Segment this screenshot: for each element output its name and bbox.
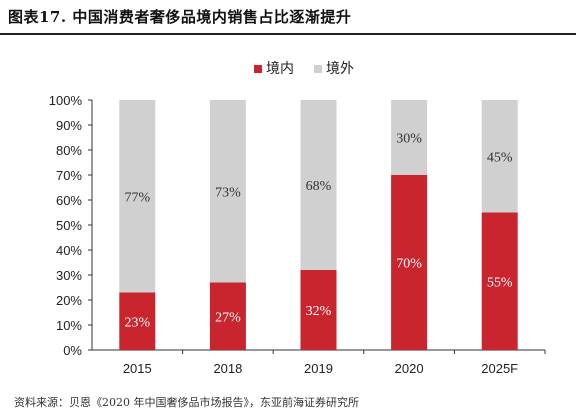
y-tick-label: 70% bbox=[56, 168, 82, 183]
legend-label-1: 境外 bbox=[326, 61, 354, 77]
data-label-domestic-2025F: 55% bbox=[487, 275, 513, 290]
data-label-overseas-2020: 30% bbox=[396, 132, 422, 147]
data-label-overseas-2019: 68% bbox=[306, 179, 332, 194]
legend-swatch-1 bbox=[314, 65, 322, 73]
legend-swatch-0 bbox=[254, 65, 262, 73]
bar-overseas-2025F bbox=[481, 100, 518, 213]
source-note: 资料来源：贝恩《2020 年中国奢侈品市场报告》，东亚前海证券研究所 bbox=[14, 396, 359, 409]
data-label-domestic-2020: 70% bbox=[396, 257, 422, 272]
bar-overseas-2015 bbox=[119, 100, 156, 293]
bar-overseas-2020 bbox=[391, 100, 428, 175]
bar-domestic-2019 bbox=[300, 270, 337, 350]
data-label-domestic-2015: 23% bbox=[124, 315, 150, 330]
data-label-overseas-2018: 73% bbox=[215, 185, 241, 200]
bar-overseas-2019 bbox=[300, 100, 337, 270]
y-tick-label: 10% bbox=[56, 318, 82, 333]
data-label-domestic-2019: 32% bbox=[306, 304, 332, 319]
bar-domestic-2020 bbox=[391, 175, 428, 350]
y-tick-label: 30% bbox=[56, 268, 82, 283]
figure-title: 图表17. 中国消费者奢侈品境内销售占比逐渐提升 bbox=[8, 8, 352, 26]
y-tick-label: 20% bbox=[56, 293, 82, 308]
bar-domestic-2015 bbox=[119, 292, 156, 350]
data-label-overseas-2025F: 45% bbox=[487, 150, 513, 165]
y-tick-label: 0% bbox=[63, 343, 82, 358]
y-tick-label: 100% bbox=[49, 93, 83, 108]
y-tick-label: 60% bbox=[56, 193, 82, 208]
y-tick-label: 90% bbox=[56, 118, 82, 133]
bar-domestic-2018 bbox=[209, 282, 246, 350]
data-label-domestic-2018: 27% bbox=[215, 310, 241, 325]
title-divider bbox=[0, 33, 576, 35]
y-tick-label: 80% bbox=[56, 143, 82, 158]
x-tick-label: 2015 bbox=[123, 361, 152, 376]
bar-domestic-2025F bbox=[481, 212, 518, 350]
y-tick-label: 50% bbox=[56, 218, 82, 233]
legend-label-0: 境内 bbox=[266, 61, 294, 77]
x-tick-label: 2020 bbox=[395, 361, 424, 376]
x-tick-label: 2019 bbox=[304, 361, 333, 376]
x-tick-label: 2025F bbox=[481, 361, 518, 376]
data-label-overseas-2015: 77% bbox=[124, 190, 150, 205]
y-tick-label: 40% bbox=[56, 243, 82, 258]
bar-overseas-2018 bbox=[209, 100, 246, 283]
x-tick-label: 2018 bbox=[213, 361, 242, 376]
